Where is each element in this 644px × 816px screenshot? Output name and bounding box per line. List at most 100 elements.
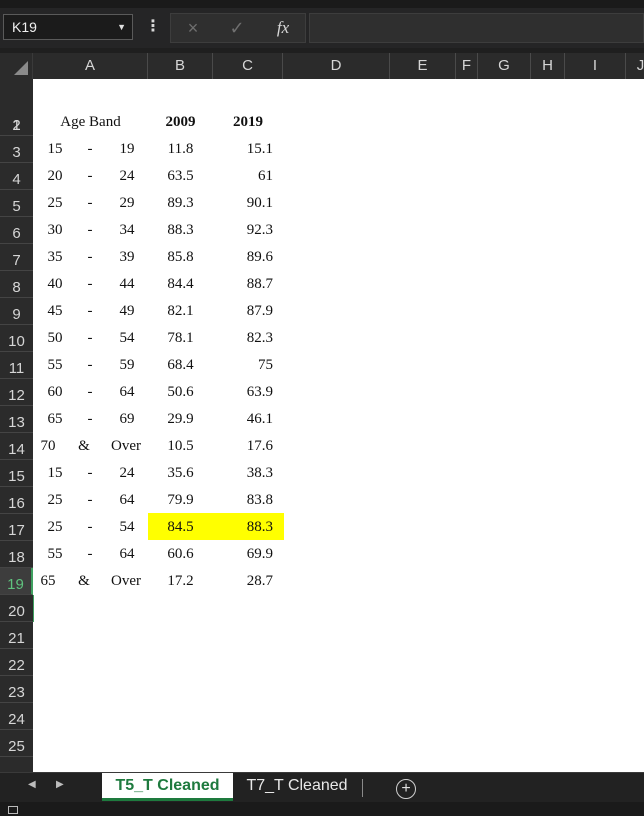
sheet-tab-2[interactable]: T7_T Cleaned [246,777,348,794]
row-header-13[interactable]: 13 [0,406,33,433]
row-header-20[interactable]: 20 [0,595,33,622]
column-header-i[interactable]: I [565,53,626,79]
value-2019[interactable]: 63.9 [246,384,273,400]
age-band-lower[interactable]: 15 [47,465,63,481]
value-2009[interactable]: 78.1 [167,330,194,346]
age-band-lower[interactable]: 60 [47,384,63,400]
select-all-corner[interactable] [0,53,33,79]
row-header-3[interactable]: 3 [0,136,33,163]
row-header-4[interactable]: 4 [0,163,33,190]
row-header-22[interactable]: 22 [0,649,33,676]
formula-input[interactable] [309,13,644,43]
sheet-tab-1[interactable]: T5_T Cleaned [102,773,233,801]
row-header-10[interactable]: 10 [0,325,33,352]
age-band-upper[interactable]: 54 [119,330,135,346]
age-band-lower[interactable]: 65 [47,411,63,427]
age-band-lower[interactable]: 25 [47,519,63,535]
column-header-a[interactable]: A [33,53,148,79]
column-header-h[interactable]: H [531,53,565,79]
scroll-tabs-right-icon[interactable]: ▶ [56,779,64,790]
value-2009[interactable]: 50.6 [167,384,194,400]
header-2019[interactable]: 2019 [233,114,263,130]
age-band-upper[interactable]: Over [111,438,141,454]
age-band-lower[interactable]: 55 [47,357,63,373]
age-band-upper[interactable]: Over [111,573,141,589]
age-band-lower[interactable]: 70 [40,438,56,454]
value-2019[interactable]: 90.1 [246,195,273,211]
row-header-6[interactable]: 6 [0,217,33,244]
age-band-lower[interactable]: 65 [40,573,56,589]
value-2009[interactable]: 82.1 [167,303,194,319]
row-header-24[interactable]: 24 [0,703,33,730]
age-band-upper[interactable]: 44 [119,276,135,292]
value-2009[interactable]: 68.4 [167,357,194,373]
row-header-16[interactable]: 16 [0,487,33,514]
row-header-21[interactable]: 21 [0,622,33,649]
scroll-tabs-left-icon[interactable]: ◀ [28,779,36,790]
worksheet-grid[interactable]: Age Band 2009 2019 15 - 19 11.8 15.1 20 - 24 63.5 61… [33,79,644,772]
value-2009[interactable]: 84.5 [167,519,194,535]
age-band-lower[interactable]: 35 [47,249,63,265]
column-header-g[interactable]: G [478,53,531,79]
value-2009[interactable]: 88.3 [167,222,194,238]
age-band-lower[interactable]: 20 [47,168,63,184]
row-header-14[interactable]: 14 [0,433,33,460]
name-box[interactable]: K19 ▼ [3,14,133,40]
age-band-lower[interactable]: 25 [47,195,63,211]
value-2009[interactable]: 60.6 [167,546,194,562]
value-2019[interactable]: 88.3 [246,519,273,535]
value-2019[interactable]: 17.6 [246,438,273,454]
age-band-lower[interactable]: 50 [47,330,63,346]
age-band-upper[interactable]: 64 [119,546,135,562]
row-header-17[interactable]: 17 [0,514,33,541]
age-band-upper[interactable]: 29 [119,195,135,211]
value-2019[interactable]: 92.3 [246,222,273,238]
column-header-c[interactable]: C [213,53,283,79]
row-header-7[interactable]: 7 [0,244,33,271]
value-2019[interactable]: 87.9 [246,303,273,319]
age-band-upper[interactable]: 24 [119,465,135,481]
age-band-upper[interactable]: 59 [119,357,135,373]
row-header-8[interactable]: 8 [0,271,33,298]
age-band-lower[interactable]: 30 [47,222,63,238]
age-band-upper[interactable]: 54 [119,519,135,535]
value-2009[interactable]: 85.8 [167,249,194,265]
age-band-lower[interactable]: 45 [47,303,63,319]
age-band-lower[interactable]: 25 [47,492,63,508]
row-header-2[interactable]: 2 [0,109,33,136]
age-band-upper[interactable]: 19 [119,141,135,157]
row-header-25[interactable]: 25 [0,730,33,757]
row-header-15[interactable]: 15 [0,460,33,487]
row-header-11[interactable]: 11 [0,352,33,379]
value-2019[interactable]: 89.6 [246,249,273,265]
row-header-12[interactable]: 12 [0,379,33,406]
insert-function-icon[interactable]: fx [276,18,290,37]
value-2009[interactable]: 17.2 [167,573,194,589]
value-2009[interactable]: 79.9 [167,492,194,508]
age-band-lower[interactable]: 40 [47,276,63,292]
header-age-band[interactable]: Age Band [60,114,121,130]
row-header-18[interactable]: 18 [0,541,33,568]
value-2009[interactable]: 84.4 [167,276,194,292]
row-header-23[interactable]: 23 [0,676,33,703]
header-2009[interactable]: 2009 [165,114,196,130]
value-2009[interactable]: 35.6 [167,465,194,481]
age-band-lower[interactable]: 15 [47,141,63,157]
enter-icon[interactable]: ✓ [229,18,245,38]
value-2019[interactable]: 69.9 [246,546,273,562]
age-band-upper[interactable]: 64 [119,492,135,508]
chevron-down-icon[interactable]: ▼ [117,22,126,32]
column-header-d[interactable]: D [283,53,390,79]
row-header-9[interactable]: 9 [0,298,33,325]
age-band-upper[interactable]: 34 [119,222,135,238]
value-2019[interactable]: 15.1 [246,141,273,157]
value-2019[interactable]: 83.8 [246,492,273,508]
row-header-19[interactable]: 19 [0,568,33,595]
value-2009[interactable]: 89.3 [167,195,194,211]
age-band-lower[interactable]: 55 [47,546,63,562]
cancel-icon[interactable]: × [187,18,199,38]
age-band-upper[interactable]: 49 [119,303,135,319]
value-2019[interactable]: 61 [258,168,273,184]
column-header-b[interactable]: B [148,53,213,79]
value-2009[interactable]: 29.9 [167,411,194,427]
